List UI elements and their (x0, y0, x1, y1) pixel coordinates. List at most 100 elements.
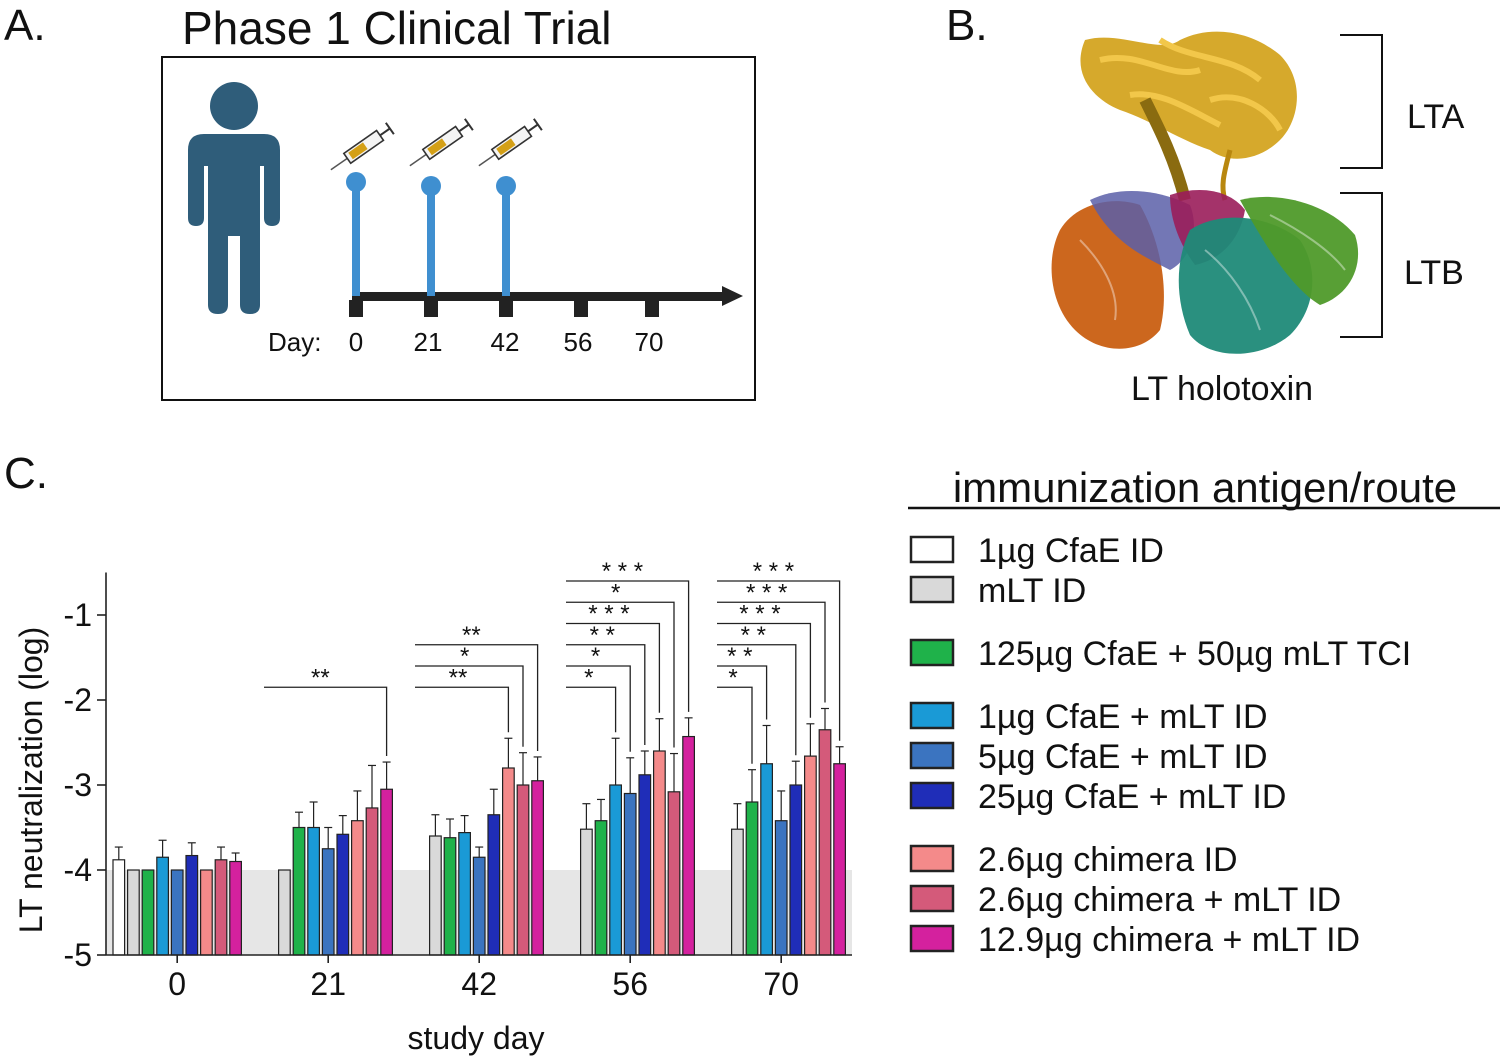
significance-bracket (717, 601, 826, 703)
lta-label: LTA (1407, 98, 1465, 136)
significance-bracket (566, 622, 661, 713)
legend-entry: 2.6µg chimera ID (978, 841, 1238, 879)
y-axis-label: LT neutralization (log) (13, 627, 49, 934)
significance-bracket (717, 644, 797, 756)
panel-a-label: A. (4, 1, 46, 50)
bar (609, 784, 622, 956)
significance-label: * (584, 664, 593, 691)
legend-entry: 5µg CfaE + mLT ID (978, 738, 1268, 776)
significance-bracket (717, 665, 768, 720)
vaccination-stem-day21 (421, 176, 441, 296)
bar (594, 820, 608, 956)
y-tick-label: -3 (64, 767, 92, 803)
bar (170, 869, 184, 956)
bar (774, 820, 788, 956)
bar (156, 856, 170, 956)
legend-entry: 1µg CfaE ID (978, 532, 1164, 570)
panel-a: A. Phase 1 Clinical Trial (4, 1, 756, 401)
bar (623, 792, 637, 956)
legend-swatch (909, 535, 955, 564)
significance-bracket (566, 644, 646, 745)
bar (803, 755, 817, 956)
bar (458, 831, 471, 956)
significance-bracket (566, 580, 690, 712)
timeline-day-0: 0 (349, 327, 363, 357)
significance-label: * * * (739, 601, 780, 628)
significance-label: ** (449, 664, 468, 691)
significance-label: * * (741, 622, 766, 649)
significance-label: * (591, 643, 600, 670)
significance-bracket (717, 622, 812, 718)
panel-a-frame (161, 56, 756, 401)
bar (487, 814, 501, 956)
bar (229, 860, 243, 956)
significance-label: ** (311, 664, 330, 691)
significance-bracket (566, 665, 631, 752)
bar (502, 767, 515, 956)
panel-c-label: C. (4, 449, 48, 498)
significance-label: * * (727, 643, 752, 670)
legend-swatch (909, 575, 955, 604)
bar-chart: -5 -4 -3 -2 -1 0 21 42 56 70 study day LT neutraliz… (13, 558, 852, 1056)
legend-entry: 125µg CfaE + 50µg mLT TCI (978, 635, 1411, 673)
syringe-icon (409, 118, 474, 167)
legend-swatch (909, 924, 955, 953)
significance-label: * * (590, 622, 615, 649)
bar (429, 835, 442, 956)
lta-bracket (1340, 34, 1383, 169)
y-tick-label: -1 (64, 597, 92, 633)
significance-bracket (717, 580, 841, 741)
timeline-day-21: 21 (414, 327, 443, 357)
ltb-label: LTB (1404, 254, 1464, 292)
significance-bracket (415, 686, 510, 733)
significance-bracket (264, 686, 388, 757)
ltb-pentamer (1051, 190, 1359, 354)
bar (126, 869, 140, 956)
bar (278, 869, 291, 956)
legend-swatch (909, 781, 955, 810)
x-tick-label: 0 (168, 966, 186, 1002)
bar (579, 828, 593, 956)
bar (818, 729, 832, 956)
legend-entry: 12.9µg chimera + mLT ID (978, 921, 1360, 959)
x-axis-label: study day (408, 1020, 545, 1056)
significance-label: * (611, 579, 620, 606)
significance-label: * (728, 664, 737, 691)
panel-b-label: B. (946, 1, 988, 50)
bar (638, 774, 652, 956)
significance-bracket (717, 686, 753, 764)
day-label: Day: (268, 327, 321, 357)
legend-entry: 25µg CfaE + mLT ID (978, 778, 1286, 816)
bar (652, 750, 666, 956)
significance-label: * (460, 643, 469, 670)
vaccination-stem-day0 (346, 172, 366, 296)
significance-bracket (415, 665, 524, 747)
bar (200, 869, 213, 956)
legend-entry: 2.6µg chimera + mLT ID (978, 881, 1341, 919)
legend-title: immunization antigen/route (953, 464, 1457, 511)
legend-entry: 1µg CfaE + mLT ID (978, 698, 1268, 736)
vaccination-stem-day42 (496, 176, 516, 296)
bar (307, 826, 320, 956)
bar (351, 820, 364, 956)
bar (472, 856, 486, 956)
legend-swatch (909, 844, 955, 873)
x-tick-label: 21 (310, 966, 346, 1002)
bar (760, 763, 773, 956)
timeline-day-56: 56 (564, 327, 593, 357)
bar (833, 763, 846, 956)
syringe-icon (330, 122, 395, 171)
bar (321, 848, 335, 956)
panel-c: C. -5 -4 -3 -2 -1 0 21 42 56 70 study day LT neutra… (4, 449, 1500, 1056)
legend-swatch (909, 884, 955, 913)
bar (516, 784, 530, 956)
panel-b: B. LTA LTB LT holotoxin (946, 1, 1465, 408)
significance-label: * * * (753, 558, 794, 585)
significance-label: * * * (588, 601, 629, 628)
significance-bracket (566, 601, 675, 748)
bar (141, 869, 155, 956)
bar (667, 791, 681, 956)
syringe-icon (478, 118, 543, 167)
